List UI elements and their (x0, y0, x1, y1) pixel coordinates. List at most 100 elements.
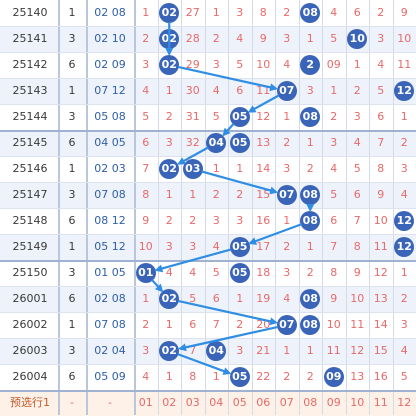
miss-count: 3 (369, 26, 393, 52)
drawn-numbers: 05 09 (86, 364, 134, 390)
issue-number: 25143 (0, 78, 58, 104)
miss-count: 1 (322, 78, 346, 104)
miss-count: 5 (228, 52, 252, 78)
miss-count: 5 (205, 260, 229, 286)
sum-value: 6 (58, 52, 86, 78)
issue-number: 26004 (0, 364, 58, 390)
sum-value: 3 (58, 338, 86, 364)
miss-count: 5 (369, 78, 393, 104)
hit-ball: 05 (230, 237, 250, 257)
sum-value: 6 (58, 130, 86, 156)
miss-count: 6 (346, 0, 370, 26)
miss-count: 11 (393, 52, 416, 78)
miss-count: 8 (181, 364, 205, 390)
miss-count: 4 (322, 156, 346, 182)
miss-count: 15 (252, 182, 276, 208)
miss-count: 4 (369, 52, 393, 78)
prediction-number[interactable]: 06 (252, 390, 276, 416)
miss-count: 4 (346, 130, 370, 156)
row-divider (0, 130, 416, 132)
hit-ball: 07 (277, 81, 297, 101)
miss-count: 9 (346, 260, 370, 286)
miss-count: 13 (346, 364, 370, 390)
hit-ball: 08 (300, 315, 320, 335)
hit-ball: 02 (159, 289, 179, 309)
prediction-number[interactable]: 02 (158, 390, 182, 416)
prediction-label: 预选行1 (0, 390, 58, 416)
prediction-number[interactable]: 05 (228, 390, 252, 416)
drawn-numbers: 02 09 (86, 52, 134, 78)
miss-count: 4 (134, 364, 158, 390)
drawn-numbers: 01 05 (86, 260, 134, 286)
prediction-number[interactable]: 09 (322, 390, 346, 416)
drawn-numbers: 02 04 (86, 338, 134, 364)
row-divider (0, 208, 416, 209)
hit-ball: 02 (159, 29, 179, 49)
miss-count: 5 (322, 182, 346, 208)
miss-count: 1 (275, 104, 299, 130)
hit-ball: 07 (277, 315, 297, 335)
prediction-number[interactable]: 01 (134, 390, 158, 416)
miss-count: 28 (181, 26, 205, 52)
prediction-number[interactable]: 03 (181, 390, 205, 416)
miss-count: 6 (322, 208, 346, 234)
miss-count: 7 (322, 234, 346, 260)
miss-count: 8 (369, 156, 393, 182)
sum-value: - (58, 390, 86, 416)
miss-count: 2 (322, 104, 346, 130)
hit-ball: 05 (230, 263, 250, 283)
miss-count: 1 (275, 338, 299, 364)
miss-count: 5 (322, 26, 346, 52)
hit-ball: 02 (159, 159, 179, 179)
drawn-numbers: 08 12 (86, 208, 134, 234)
hit-ball: 2 (300, 55, 320, 75)
miss-count: 3 (275, 156, 299, 182)
miss-count: 2 (393, 130, 416, 156)
miss-count: 4 (275, 52, 299, 78)
miss-count: 32 (181, 130, 205, 156)
row-divider (0, 156, 416, 157)
miss-count: 7 (134, 156, 158, 182)
miss-count: 2 (346, 78, 370, 104)
prediction-number[interactable]: 12 (393, 390, 416, 416)
miss-count: 7 (369, 130, 393, 156)
miss-count: 2 (275, 364, 299, 390)
sum-value: 1 (58, 0, 86, 26)
miss-count: 9 (369, 182, 393, 208)
miss-count: 1 (275, 208, 299, 234)
miss-count: 2 (299, 260, 323, 286)
issue-number: 25145 (0, 130, 58, 156)
prediction-number[interactable]: 11 (369, 390, 393, 416)
miss-count: 1 (134, 286, 158, 312)
miss-count: 6 (228, 78, 252, 104)
miss-count: 4 (393, 338, 416, 364)
issue-number: 26003 (0, 338, 58, 364)
prediction-number[interactable]: 08 (299, 390, 323, 416)
miss-count: 9 (252, 26, 276, 52)
miss-count: 12 (369, 260, 393, 286)
sum-value: 6 (58, 364, 86, 390)
prediction-number[interactable]: 10 (346, 390, 370, 416)
prediction-number[interactable]: 07 (275, 390, 299, 416)
miss-count: 1 (158, 182, 182, 208)
miss-count: 29 (181, 52, 205, 78)
miss-count: 3 (158, 234, 182, 260)
miss-count: 1 (205, 156, 229, 182)
miss-count: 2 (228, 312, 252, 338)
hit-ball: 08 (300, 185, 320, 205)
drawn-numbers: 04 05 (86, 130, 134, 156)
hit-ball: 04 (206, 133, 226, 153)
row-divider (0, 312, 416, 313)
hit-ball: 05 (230, 133, 250, 153)
hit-ball: 05 (230, 107, 250, 127)
miss-count: 2 (158, 208, 182, 234)
miss-count: 3 (275, 260, 299, 286)
prediction-number[interactable]: 04 (205, 390, 229, 416)
